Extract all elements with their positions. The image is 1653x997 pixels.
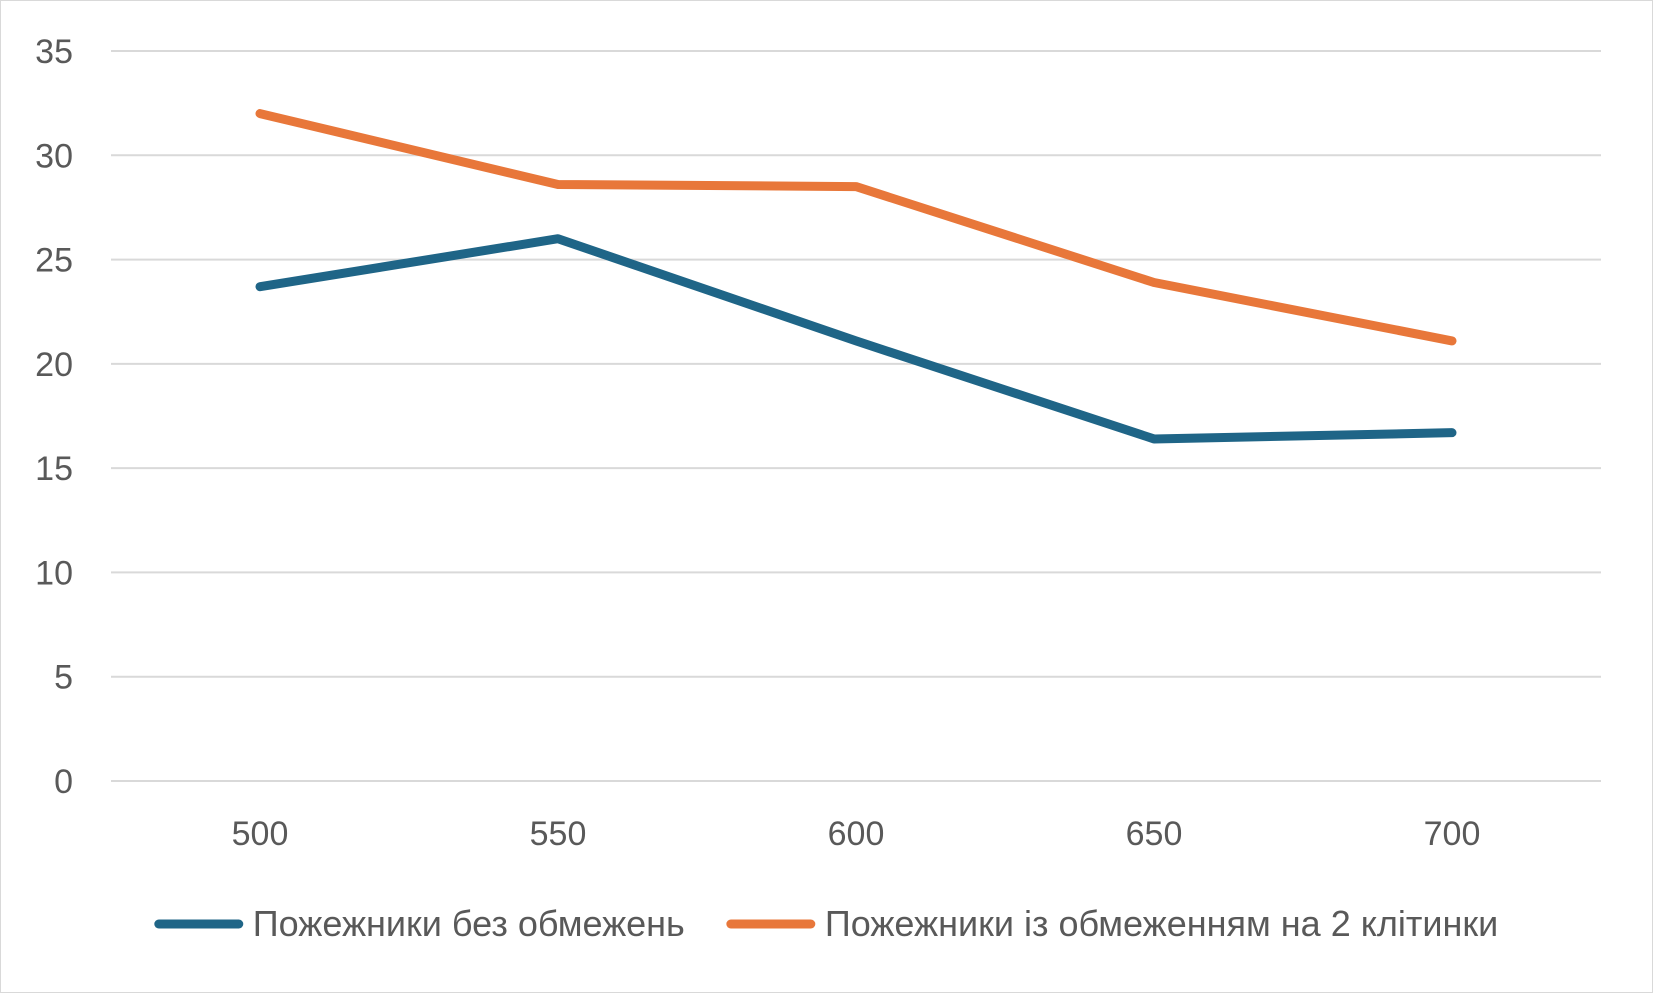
data-point: [1153, 438, 1155, 440]
y-tick-label: 5: [54, 659, 73, 697]
data-point: [557, 183, 559, 185]
y-tick-label: 10: [35, 554, 73, 592]
data-point: [557, 238, 559, 240]
data-point: [1451, 432, 1453, 434]
legend-label: Пожежники без обмежень: [253, 903, 685, 944]
data-point: [1153, 282, 1155, 284]
legend: Пожежники без обмежень Пожежники із обмеж…: [154, 903, 1498, 944]
y-tick-label: 0: [54, 763, 73, 801]
y-tick-label: 35: [35, 33, 73, 71]
series-lines: [255, 109, 1457, 444]
x-tick-label: 700: [1424, 815, 1481, 853]
series-line-2: [255, 109, 1457, 346]
x-axis-tick-labels: 500 550 600 650 700: [232, 815, 1481, 853]
y-tick-label: 15: [35, 450, 73, 488]
gridlines: [111, 50, 1601, 782]
data-point: [1451, 340, 1453, 342]
y-tick-label: 20: [35, 346, 73, 384]
legend-label: Пожежники із обмеженням на 2 клітинки: [825, 903, 1498, 944]
x-tick-label: 500: [232, 815, 289, 853]
y-tick-label: 25: [35, 242, 73, 280]
series-line-1: [255, 234, 1457, 444]
data-point: [259, 286, 261, 288]
x-tick-label: 650: [1126, 815, 1183, 853]
y-tick-label: 30: [35, 137, 73, 175]
x-tick-label: 550: [530, 815, 587, 853]
y-axis-tick-labels: 0 5 10 15 20 25 30 35: [35, 33, 73, 801]
x-tick-label: 600: [828, 815, 885, 853]
data-point: [855, 186, 857, 188]
data-point: [259, 113, 261, 115]
data-point: [855, 340, 857, 342]
